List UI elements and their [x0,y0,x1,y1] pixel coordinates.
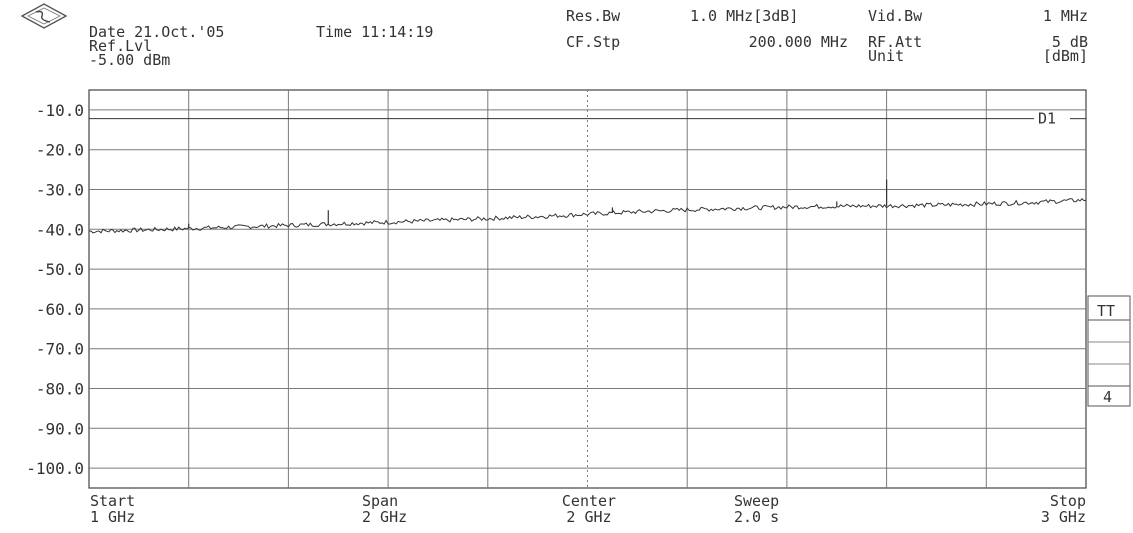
start-label: Start [90,492,135,510]
unit-label: Unit [868,47,904,65]
y-tick-label: -30.0 [36,181,84,200]
vid-bw-value: 1 MHz [1043,7,1088,25]
res-bw-label: Res.Bw [566,7,621,25]
rf-att-value: 5 dB [1052,33,1088,51]
cf-step-label: CF.Stp [566,33,620,51]
display-line: D1 [89,110,1086,128]
display-line-label: D1 [1038,110,1056,128]
ref-level-label: Ref.Lvl [89,37,152,55]
y-tick-label: -20.0 [36,141,84,160]
y-axis-tick-labels: -10.0 -20.0 -30.0 -40.0 -50.0 -60.0 -70.0 -80.0… [26,101,84,478]
grid [89,90,1086,488]
y-tick-label: -70.0 [36,340,84,359]
y-tick-label: -40.0 [36,220,84,239]
res-bw-value: 1.0 MHz[3dB] [690,7,798,25]
date-label: Date 21.Oct.'05 [89,23,224,41]
span-label: Span [362,492,398,510]
y-tick-label: -60.0 [36,300,84,319]
y-tick-label: -80.0 [36,380,84,399]
trace [88,179,1087,234]
stop-value: 3 GHz [1041,508,1086,526]
y-tick-label: -90.0 [36,419,84,438]
center-value: 2 GHz [566,508,611,526]
rf-att-label: RF.Att [868,33,922,51]
stop-label: Stop [1050,492,1086,510]
y-tick-label: -50.0 [36,260,84,279]
sweep-value: 2.0 s [734,508,779,526]
start-value: 1 GHz [90,508,135,526]
side-panel: TT 4 [1087,295,1131,407]
rohde-schwarz-logo [20,3,68,29]
time-label: Time 11:14:19 [316,23,433,41]
trace-number: 4 [1103,388,1112,406]
center-label: Center [562,492,616,510]
cf-step-value: 200.000 MHz [749,33,848,51]
unit-value: [dBm] [1043,47,1088,65]
trace-line [88,197,1087,234]
y-tick-label: -10.0 [36,101,84,120]
ref-level-value: -5.00 dBm [89,51,170,69]
sweep-label: Sweep [734,492,779,510]
tt-label: TT [1097,302,1115,320]
y-tick-label: -100.0 [26,459,84,478]
span-value: 2 GHz [362,508,407,526]
vid-bw-label: Vid.Bw [868,7,923,25]
